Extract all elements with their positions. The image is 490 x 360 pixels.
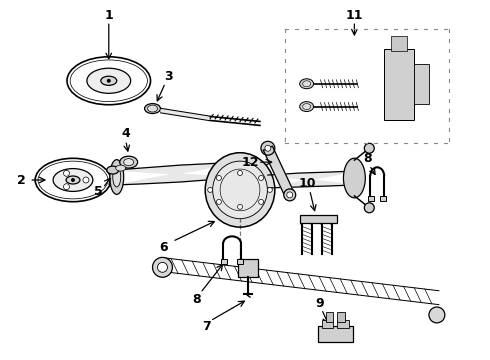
Circle shape — [152, 257, 172, 277]
Bar — [321, 320, 334, 328]
Bar — [300, 215, 338, 223]
Text: 12: 12 — [241, 156, 259, 168]
Bar — [368, 196, 374, 201]
Text: 11: 11 — [345, 9, 363, 22]
Ellipse shape — [110, 159, 123, 194]
Text: 8: 8 — [192, 293, 200, 306]
Circle shape — [208, 188, 213, 192]
Ellipse shape — [213, 161, 268, 219]
Ellipse shape — [147, 105, 157, 112]
Circle shape — [265, 145, 271, 151]
Bar — [221, 260, 227, 264]
Circle shape — [64, 184, 70, 190]
Ellipse shape — [87, 68, 131, 93]
Polygon shape — [263, 146, 294, 197]
Text: 1: 1 — [104, 9, 113, 22]
Circle shape — [238, 171, 243, 175]
Bar — [384, 49, 414, 121]
Bar — [338, 320, 349, 328]
Circle shape — [107, 79, 111, 83]
Ellipse shape — [101, 76, 117, 85]
Circle shape — [157, 262, 168, 272]
Circle shape — [261, 141, 275, 155]
Text: 7: 7 — [202, 320, 211, 333]
Circle shape — [217, 175, 221, 180]
Bar — [391, 36, 407, 51]
Ellipse shape — [303, 81, 311, 87]
Ellipse shape — [343, 158, 366, 198]
Circle shape — [284, 189, 295, 201]
Text: 8: 8 — [363, 152, 371, 165]
Ellipse shape — [123, 159, 134, 166]
Circle shape — [268, 188, 272, 192]
Bar — [237, 260, 243, 264]
Ellipse shape — [113, 167, 121, 187]
Ellipse shape — [120, 156, 138, 168]
Text: 10: 10 — [299, 177, 317, 190]
Bar — [325, 312, 334, 322]
Ellipse shape — [300, 102, 314, 112]
Circle shape — [365, 203, 374, 213]
Text: 4: 4 — [122, 127, 130, 140]
Ellipse shape — [205, 153, 275, 227]
Text: 3: 3 — [164, 70, 173, 83]
Bar — [238, 260, 258, 277]
Circle shape — [259, 175, 264, 180]
Circle shape — [365, 143, 374, 153]
Circle shape — [64, 170, 70, 176]
Ellipse shape — [303, 104, 311, 109]
Text: 9: 9 — [315, 297, 324, 310]
Bar — [380, 196, 386, 201]
Text: 5: 5 — [95, 185, 103, 198]
Ellipse shape — [53, 168, 93, 192]
Bar — [338, 312, 345, 322]
Ellipse shape — [300, 79, 314, 89]
Ellipse shape — [145, 104, 161, 113]
Circle shape — [429, 307, 445, 323]
Polygon shape — [268, 171, 354, 188]
Text: 6: 6 — [159, 241, 168, 254]
Ellipse shape — [107, 166, 119, 174]
Circle shape — [83, 177, 89, 183]
Circle shape — [287, 192, 293, 198]
Polygon shape — [116, 162, 240, 185]
Circle shape — [217, 199, 221, 204]
Circle shape — [71, 178, 75, 182]
Text: 2: 2 — [17, 174, 25, 186]
Circle shape — [238, 204, 243, 209]
Ellipse shape — [116, 165, 125, 171]
Bar — [318, 326, 353, 342]
Bar — [414, 64, 429, 104]
Ellipse shape — [66, 176, 80, 184]
Circle shape — [259, 199, 264, 204]
